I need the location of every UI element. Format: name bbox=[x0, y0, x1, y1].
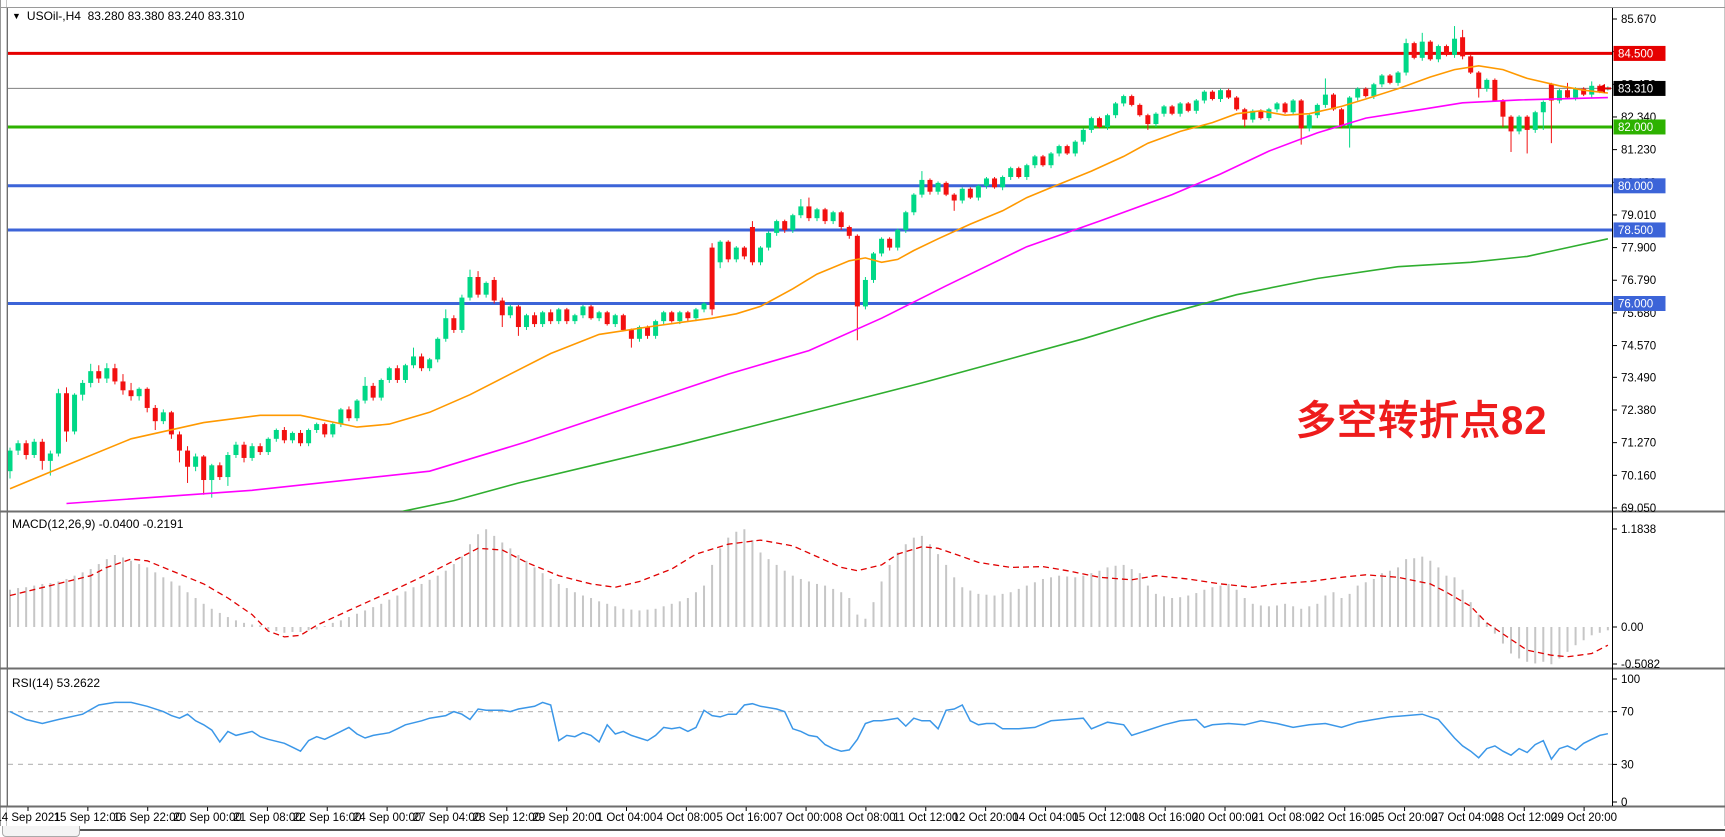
svg-text:1 Oct 04:00: 1 Oct 04:00 bbox=[597, 812, 656, 824]
svg-text:29 Oct 20:00: 29 Oct 20:00 bbox=[1551, 812, 1617, 824]
svg-text:85.670: 85.670 bbox=[1621, 14, 1656, 26]
svg-text:21 Sep 08:00: 21 Sep 08:00 bbox=[233, 812, 301, 824]
svg-text:82.000: 82.000 bbox=[1618, 122, 1653, 134]
active-chart-tab[interactable] bbox=[2, 826, 80, 837]
ma-slow-green bbox=[400, 238, 1609, 511]
svg-text:78.500: 78.500 bbox=[1618, 225, 1653, 237]
chart-title: ▼ USOil-,H4 83.280 83.380 83.240 83.310 bbox=[12, 9, 244, 23]
ma-fast-orange bbox=[9, 64, 1608, 490]
svg-text:73.490: 73.490 bbox=[1621, 372, 1656, 384]
svg-text:16 Sep 22:00: 16 Sep 22:00 bbox=[113, 812, 181, 824]
svg-text:81.230: 81.230 bbox=[1621, 145, 1656, 157]
svg-text:21 Oct 08:00: 21 Oct 08:00 bbox=[1252, 812, 1318, 824]
svg-text:4 Oct 08:00: 4 Oct 08:00 bbox=[657, 812, 716, 824]
svg-text:79.010: 79.010 bbox=[1621, 210, 1656, 222]
support-resistance-lines[interactable] bbox=[8, 51, 1612, 305]
svg-text:15 Sep 12:00: 15 Sep 12:00 bbox=[54, 812, 122, 824]
svg-text:5 Oct 16:00: 5 Oct 16:00 bbox=[716, 812, 775, 824]
candlestick-series bbox=[8, 26, 1611, 498]
rsi-indicator-label: RSI(14) 53.2622 bbox=[12, 676, 101, 690]
svg-text:11 Oct 12:00: 11 Oct 12:00 bbox=[893, 812, 958, 824]
macd-histogram bbox=[9, 529, 1609, 665]
ma-mid-magenta bbox=[66, 96, 1608, 505]
chevron-down-icon[interactable]: ▼ bbox=[12, 11, 21, 21]
svg-text:83.310: 83.310 bbox=[1618, 84, 1653, 96]
svg-text:22 Sep 16:00: 22 Sep 16:00 bbox=[293, 812, 361, 824]
macd-axis: 1.1838 0.00 -0.5082 bbox=[1612, 524, 1660, 671]
svg-text:69.050: 69.050 bbox=[1621, 503, 1656, 515]
svg-text:30: 30 bbox=[1621, 759, 1634, 771]
svg-text:20 Oct 00:00: 20 Oct 00:00 bbox=[1192, 812, 1258, 824]
svg-text:25 Oct 20:00: 25 Oct 20:00 bbox=[1372, 812, 1438, 824]
price-arrow-icon bbox=[1597, 83, 1611, 93]
chart-tab-strip bbox=[0, 826, 1725, 837]
svg-text:70: 70 bbox=[1621, 707, 1634, 719]
svg-text:100: 100 bbox=[1621, 674, 1640, 686]
macd-signal-line bbox=[9, 539, 1609, 658]
symbol-ohlc-label: USOil-,H4 83.280 83.380 83.240 83.310 bbox=[26, 9, 245, 23]
rsi-axis: 100 70 30 0 bbox=[1612, 674, 1640, 809]
svg-text:-0.5082: -0.5082 bbox=[1621, 659, 1660, 671]
svg-text:71.270: 71.270 bbox=[1621, 438, 1656, 450]
svg-text:27 Oct 04:00: 27 Oct 04:00 bbox=[1431, 812, 1497, 824]
svg-text:27 Sep 04:00: 27 Sep 04:00 bbox=[413, 812, 481, 824]
svg-text:84.500: 84.500 bbox=[1618, 49, 1653, 61]
svg-text:80.000: 80.000 bbox=[1618, 181, 1653, 193]
svg-text:1.1838: 1.1838 bbox=[1621, 524, 1656, 536]
svg-text:72.380: 72.380 bbox=[1621, 405, 1656, 417]
svg-text:14 Oct 04:00: 14 Oct 04:00 bbox=[1013, 812, 1079, 824]
svg-text:22 Oct 16:00: 22 Oct 16:00 bbox=[1312, 812, 1378, 824]
svg-text:14 Sep 2021: 14 Sep 2021 bbox=[0, 812, 61, 824]
svg-text:76.000: 76.000 bbox=[1618, 299, 1653, 311]
svg-text:12 Oct 20:00: 12 Oct 20:00 bbox=[953, 812, 1019, 824]
svg-text:20 Sep 00:00: 20 Sep 00:00 bbox=[173, 812, 241, 824]
tab-strip-divider bbox=[79, 829, 1725, 831]
macd-indicator-label: MACD(12,26,9) -0.0400 -0.2191 bbox=[12, 517, 184, 531]
svg-text:7 Oct 00:00: 7 Oct 00:00 bbox=[776, 812, 835, 824]
svg-text:77.900: 77.900 bbox=[1621, 243, 1656, 255]
price-axis-badges: 84.500 82.000 80.000 78.500 76.000 83.310 bbox=[1613, 45, 1666, 311]
svg-text:24 Sep 00:00: 24 Sep 00:00 bbox=[353, 812, 421, 824]
rsi-level-lines bbox=[8, 710, 1612, 766]
svg-text:28 Oct 12:00: 28 Oct 12:00 bbox=[1491, 812, 1557, 824]
svg-text:0.00: 0.00 bbox=[1621, 622, 1643, 634]
svg-text:18 Oct 16:00: 18 Oct 16:00 bbox=[1132, 812, 1198, 824]
svg-text:28 Sep 12:00: 28 Sep 12:00 bbox=[473, 812, 541, 824]
svg-text:29 Sep 20:00: 29 Sep 20:00 bbox=[532, 812, 600, 824]
svg-text:15 Oct 12:00: 15 Oct 12:00 bbox=[1072, 812, 1138, 824]
svg-text:0: 0 bbox=[1621, 797, 1627, 809]
svg-text:70.160: 70.160 bbox=[1621, 470, 1656, 482]
svg-text:76.790: 76.790 bbox=[1621, 275, 1656, 287]
svg-text:8 Oct 08:00: 8 Oct 08:00 bbox=[836, 812, 895, 824]
chinese-annotation-text: 多空转折点82 bbox=[1296, 399, 1548, 443]
rsi-line bbox=[9, 701, 1609, 761]
svg-text:74.570: 74.570 bbox=[1621, 341, 1656, 353]
